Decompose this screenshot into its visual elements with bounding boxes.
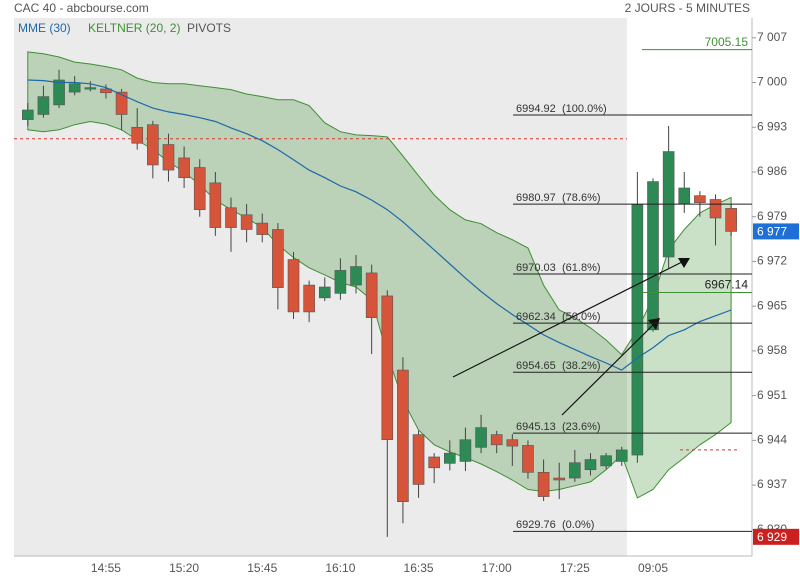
y-tick-label: 6 965 (757, 298, 787, 312)
candle-body (193, 167, 206, 210)
x-tick-label: 16:10 (325, 561, 355, 575)
y-tick-label: 6 972 (757, 254, 787, 268)
candle-body (318, 286, 331, 299)
x-tick-label: 16:35 (404, 561, 434, 575)
pivot-value: 6980.97 (516, 192, 556, 204)
pivot-ratio: (100.0%) (562, 103, 607, 115)
candle-body (631, 204, 644, 456)
pivot-ratio: (38.2%) (562, 360, 601, 372)
candle-body (84, 87, 97, 90)
candle-body (131, 126, 144, 144)
candle-body (37, 96, 50, 115)
pivot-value: 6954.65 (516, 360, 556, 372)
y-tick-label: 7 000 (757, 75, 787, 89)
candle-body (506, 439, 519, 447)
pivot-ratio: (50.0%) (562, 311, 601, 323)
range-label: 7005.15 (705, 35, 749, 49)
candle-body (647, 181, 659, 331)
y-tick-label: 6 958 (757, 343, 787, 357)
pivot-value: 6929.76 (516, 519, 556, 531)
pivot-ratio: (0.0%) (562, 519, 594, 531)
candle-body (147, 124, 159, 166)
candle-body (240, 214, 253, 230)
candle-body (115, 91, 128, 115)
candle-body (600, 455, 612, 467)
y-tick-label: 6 986 (757, 164, 787, 178)
price-tag (753, 528, 799, 545)
candle-body (287, 259, 300, 313)
annotation-arrowhead (678, 258, 690, 268)
annotation-arrow (561, 323, 655, 416)
candle-body (615, 449, 628, 462)
x-tick-label: 15:20 (169, 561, 199, 575)
legend-keltner: KELTNER (20, 2) (88, 21, 180, 35)
candle-body (490, 434, 503, 446)
candle-body (21, 109, 34, 120)
legend-mme: MME (30) (18, 21, 71, 35)
y-tick-label: 6 979 (757, 209, 787, 223)
annotation-arrowhead (648, 318, 660, 330)
candle-body (537, 471, 550, 497)
candle-body (256, 222, 269, 235)
candle-body (272, 229, 284, 288)
x-tick-label: 15:45 (247, 561, 277, 575)
plot (14, 51, 738, 537)
candle-body (428, 456, 440, 469)
candle-body (225, 207, 237, 228)
candle-body (522, 445, 534, 473)
price-tag-label: 6 929 (757, 530, 787, 544)
candle-body (553, 477, 566, 481)
pivot-value: 6994.92 (516, 103, 556, 115)
candle-body (162, 144, 175, 171)
candle-body (725, 208, 737, 232)
candle-body (68, 83, 81, 93)
pivot-ratio: (78.6%) (562, 192, 601, 204)
candle-body (381, 295, 394, 441)
candle-body (350, 266, 362, 286)
annotation-arrow (452, 260, 685, 378)
candle-body (303, 284, 315, 313)
candle-body (397, 369, 409, 502)
candle-body (678, 187, 691, 205)
candle-body (475, 427, 487, 448)
candle-body (100, 88, 112, 94)
candle-body (709, 199, 722, 219)
candle-body (178, 157, 190, 179)
y-tick-label: 6 951 (757, 388, 787, 402)
candle-body (569, 462, 581, 479)
x-tick-label: 14:55 (91, 561, 121, 575)
pivot-value: 6945.13 (516, 421, 556, 433)
price-tag (753, 223, 799, 240)
chart-title: CAC 40 - abcbourse.com (14, 1, 149, 15)
y-tick-label: 7 007 (757, 30, 787, 44)
candle-body (334, 270, 347, 294)
pivot-ratio: (23.6%) (562, 421, 601, 433)
price-tag-label: 6 977 (757, 225, 787, 239)
candle-body (694, 195, 706, 203)
x-tick-label: 09:05 (638, 561, 668, 575)
candle-body (444, 452, 456, 464)
pivot-value: 6962.34 (516, 311, 556, 323)
candle-body (584, 459, 597, 471)
chart-subtitle: 2 JOURS - 5 MINUTES (625, 1, 750, 15)
mme-line (27, 79, 732, 371)
pivot-ratio: (61.8%) (562, 262, 601, 274)
pivot-value: 6970.03 (516, 262, 556, 274)
candle-body (209, 182, 222, 228)
candle-body (412, 434, 425, 485)
y-tick-label: 6 993 (757, 119, 787, 133)
candle-body (365, 272, 378, 318)
y-tick-label: 6 937 (757, 477, 787, 491)
candle-body (459, 439, 472, 462)
candle-body (53, 79, 65, 106)
x-tick-label: 17:25 (560, 561, 590, 575)
legend-pivots: PIVOTS (187, 21, 231, 35)
y-tick-label: 6 944 (757, 433, 787, 447)
x-tick-label: 17:00 (482, 561, 512, 575)
range-label: 6967.14 (705, 278, 749, 292)
